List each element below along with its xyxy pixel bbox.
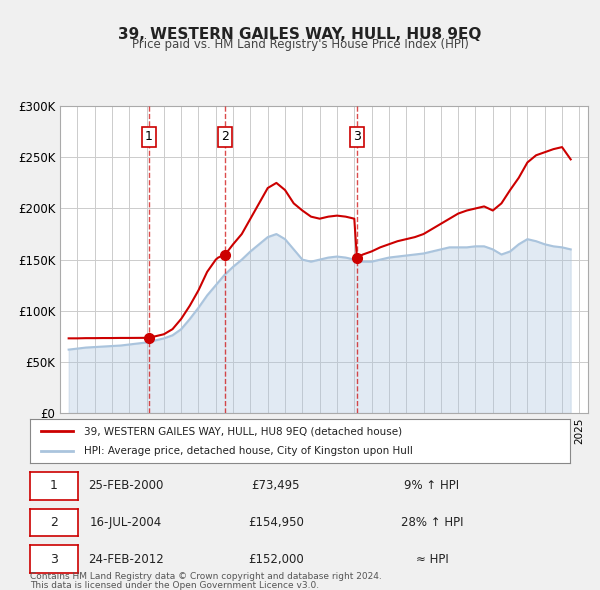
Text: 2: 2 xyxy=(221,130,229,143)
Text: This data is licensed under the Open Government Licence v3.0.: This data is licensed under the Open Gov… xyxy=(30,581,319,589)
Text: HPI: Average price, detached house, City of Kingston upon Hull: HPI: Average price, detached house, City… xyxy=(84,446,413,455)
Text: ≈ HPI: ≈ HPI xyxy=(416,552,448,566)
Text: 28% ↑ HPI: 28% ↑ HPI xyxy=(401,516,463,529)
Text: 1: 1 xyxy=(50,479,58,493)
Text: 2: 2 xyxy=(50,516,58,529)
Text: Contains HM Land Registry data © Crown copyright and database right 2024.: Contains HM Land Registry data © Crown c… xyxy=(30,572,382,581)
Text: 3: 3 xyxy=(50,552,58,566)
Text: £154,950: £154,950 xyxy=(248,516,304,529)
Text: 39, WESTERN GAILES WAY, HULL, HU8 9EQ: 39, WESTERN GAILES WAY, HULL, HU8 9EQ xyxy=(118,27,482,41)
Text: 24-FEB-2012: 24-FEB-2012 xyxy=(88,552,164,566)
Text: 9% ↑ HPI: 9% ↑ HPI xyxy=(404,479,460,493)
Text: 25-FEB-2000: 25-FEB-2000 xyxy=(88,479,164,493)
Text: £152,000: £152,000 xyxy=(248,552,304,566)
Text: 16-JUL-2004: 16-JUL-2004 xyxy=(90,516,162,529)
Text: 39, WESTERN GAILES WAY, HULL, HU8 9EQ (detached house): 39, WESTERN GAILES WAY, HULL, HU8 9EQ (d… xyxy=(84,427,402,436)
Text: 1: 1 xyxy=(145,130,153,143)
Text: £73,495: £73,495 xyxy=(252,479,300,493)
Text: 3: 3 xyxy=(353,130,361,143)
Text: Price paid vs. HM Land Registry's House Price Index (HPI): Price paid vs. HM Land Registry's House … xyxy=(131,38,469,51)
